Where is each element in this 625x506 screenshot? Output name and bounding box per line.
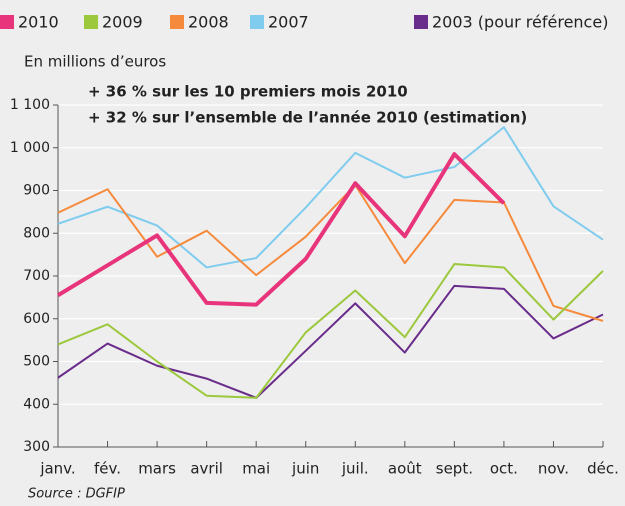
x-tick-label: mars xyxy=(138,460,176,478)
annotation: + 36 % sur les 10 premiers mois 2010 xyxy=(88,83,408,101)
y-tick-label: 1 000 xyxy=(10,140,50,156)
series-line xyxy=(57,263,604,399)
x-tick-label: juin xyxy=(291,460,319,478)
series-line xyxy=(57,284,604,399)
legend-label: 2010 xyxy=(18,13,59,32)
x-tick-label: nov. xyxy=(538,460,569,478)
y-tick-label: 800 xyxy=(23,225,50,241)
x-tick-label: sept. xyxy=(436,460,473,478)
series-line xyxy=(57,183,604,322)
x-tick-label: oct. xyxy=(490,460,518,478)
x-tick-label: fév. xyxy=(94,460,121,478)
source: Source : DGFIP xyxy=(28,487,125,502)
x-tick-label: déc. xyxy=(587,460,619,478)
x-tick-label: janv. xyxy=(39,460,75,478)
y-tick-label: 600 xyxy=(23,311,50,327)
x-tick-label: juil. xyxy=(341,460,369,478)
y-tick-label: 300 xyxy=(23,439,50,455)
series-line xyxy=(57,126,604,269)
legend-swatch xyxy=(84,15,98,29)
legend-label: 2007 xyxy=(268,13,309,32)
unit-label: En millions d’euros xyxy=(24,53,166,71)
y-tick-label: 400 xyxy=(23,396,50,412)
x-tick-label: avril xyxy=(190,460,223,478)
y-tick-label: 900 xyxy=(23,183,50,199)
x-tick-label: août xyxy=(388,460,422,478)
y-tick-label: 1 100 xyxy=(10,97,50,113)
legend-label: 2009 xyxy=(102,13,143,32)
legend-swatch xyxy=(250,15,264,29)
legend-swatch xyxy=(414,15,428,29)
legend-label: 2008 xyxy=(188,13,229,32)
legend-swatch xyxy=(0,15,14,29)
y-tick-label: 500 xyxy=(23,354,50,370)
series-line xyxy=(56,152,506,307)
x-tick-label: mai xyxy=(242,460,270,478)
y-tick-label: 700 xyxy=(23,268,50,284)
legend-label: 2003 (pour référence) xyxy=(432,13,608,32)
legend-swatch xyxy=(170,15,184,29)
annotation: + 32 % sur l’ensemble de l’année 2010 (e… xyxy=(88,109,527,127)
